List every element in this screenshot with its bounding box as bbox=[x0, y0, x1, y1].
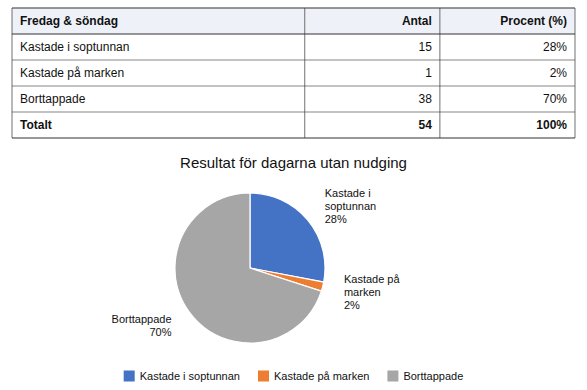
table-rule bbox=[12, 137, 575, 138]
table-rule bbox=[439, 8, 440, 138]
table-cell: Totalt bbox=[20, 118, 52, 132]
table-cell: Kastade på marken bbox=[20, 66, 124, 80]
slice-label: Kastade isoptunnan bbox=[325, 187, 376, 212]
pie-slices bbox=[175, 193, 325, 343]
table-cell: 15 bbox=[419, 40, 433, 54]
legend-swatch bbox=[387, 371, 398, 382]
table-cell: 28% bbox=[543, 40, 567, 54]
pie-labels: Kastade isoptunnan28% Kastade påmarken2% B… bbox=[112, 187, 401, 337]
table-rule bbox=[12, 86, 575, 87]
slice-label-line: Kastade i bbox=[325, 187, 371, 199]
table-cell: 100% bbox=[536, 118, 567, 132]
table-cell: 54 bbox=[419, 118, 433, 132]
table-cell: 1 bbox=[425, 66, 432, 80]
slice-value-label: 70% bbox=[149, 326, 171, 338]
table-rule bbox=[12, 60, 575, 61]
table-header-bg bbox=[12, 8, 575, 34]
table-cell: Antal bbox=[402, 14, 432, 28]
table-cell: 70% bbox=[543, 92, 567, 106]
chart-root: Fredag & söndag Antal Procent (%) Kastade i… bbox=[0, 0, 587, 390]
table-cell: Kastade i soptunnan bbox=[20, 40, 129, 54]
legend: Kastade i soptunnan Kastade på marken Bort… bbox=[124, 370, 464, 382]
table-cell: Procent (%) bbox=[500, 14, 567, 28]
slice-label-line: Borttappade bbox=[112, 313, 172, 325]
table-cell: 2% bbox=[550, 66, 568, 80]
table-cell: 38 bbox=[419, 92, 433, 106]
pie-slice bbox=[250, 193, 325, 282]
legend-label: Kastade i soptunnan bbox=[140, 370, 240, 382]
table-rule bbox=[12, 8, 13, 138]
slice-label: Borttappade bbox=[112, 313, 172, 325]
table-rule bbox=[304, 8, 305, 138]
legend-label: Borttappade bbox=[403, 370, 463, 382]
table-cell: Fredag & söndag bbox=[20, 14, 118, 28]
table: Fredag & söndag Antal Procent (%) Kastade i… bbox=[12, 8, 575, 138]
slice-label-line: marken bbox=[344, 286, 381, 298]
table-cell: Borttappade bbox=[20, 92, 86, 106]
slice-label-line: soptunnan bbox=[325, 200, 376, 212]
slice-label: Kastade påmarken bbox=[344, 273, 401, 298]
table-rule bbox=[575, 8, 576, 138]
chart-title: Resultat för dagarna utan nudging bbox=[180, 154, 407, 171]
legend-label: Kastade på marken bbox=[274, 370, 369, 382]
legend-swatch bbox=[258, 371, 269, 382]
slice-label-line: Kastade på bbox=[344, 273, 401, 285]
pie-slice bbox=[175, 193, 321, 343]
table-rule bbox=[12, 7, 575, 8]
table-rule bbox=[12, 112, 575, 113]
slice-value-label: 2% bbox=[344, 299, 360, 311]
table-rule bbox=[12, 33, 575, 34]
slice-value-label: 28% bbox=[325, 213, 347, 225]
legend-swatch bbox=[124, 371, 135, 382]
